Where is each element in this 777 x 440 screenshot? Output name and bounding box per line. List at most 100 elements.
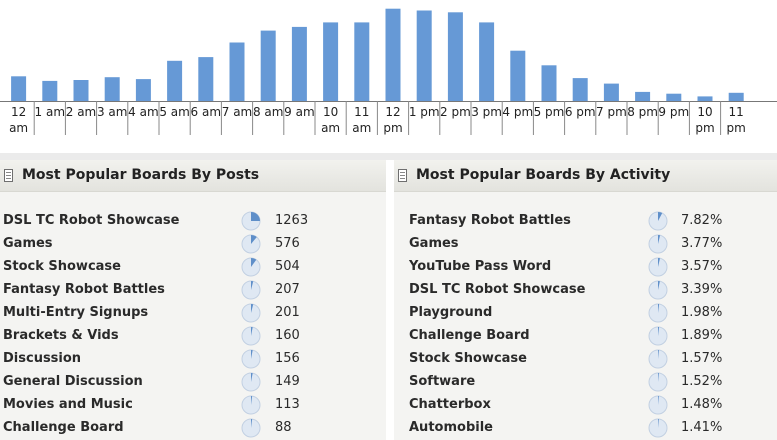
- x-tick-label: pm: [695, 121, 714, 135]
- share-pie-icon: [241, 257, 261, 277]
- board-name-link[interactable]: General Discussion: [3, 374, 143, 389]
- board-name-link[interactable]: Challenge Board: [3, 420, 124, 435]
- board-name-link[interactable]: YouTube Pass Word: [409, 259, 552, 274]
- board-name-link[interactable]: Fantasy Robot Battles: [3, 282, 165, 297]
- board-value: 3.77%: [681, 236, 723, 251]
- list-item: Stock Showcase 1.57%: [394, 347, 777, 370]
- x-tick-label: 4 pm: [502, 105, 533, 119]
- list-item: Movies and Music 113: [0, 393, 386, 416]
- board-name-link[interactable]: Stock Showcase: [409, 351, 527, 366]
- pie-slice: [251, 327, 253, 336]
- hour-bar: [11, 76, 27, 101]
- share-pie-icon: [241, 234, 261, 254]
- hour-bar: [728, 92, 744, 101]
- x-tick-label: 2 pm: [440, 105, 471, 119]
- x-tick-label: 11: [729, 105, 744, 119]
- list-item: General Discussion 149: [0, 370, 386, 393]
- board-name-link[interactable]: Games: [409, 236, 459, 251]
- board-value: 1.52%: [681, 374, 723, 389]
- x-tick-label: 4 am: [128, 105, 159, 119]
- board-name-link[interactable]: DSL TC Robot Showcase: [409, 282, 586, 297]
- list-item: DSL TC Robot Showcase 3.39%: [394, 278, 777, 301]
- board-name-link[interactable]: Playground: [409, 305, 493, 320]
- board-name-link[interactable]: Stock Showcase: [3, 259, 121, 274]
- boards-by-posts-header: Most Popular Boards By Posts: [0, 160, 386, 192]
- boards-by-posts-panel: Most Popular Boards By Posts DSL TC Robo…: [0, 160, 386, 440]
- board-value: 576: [275, 236, 300, 251]
- hour-bar: [229, 42, 245, 101]
- hour-bar: [260, 30, 276, 102]
- board-name-link[interactable]: Games: [3, 236, 53, 251]
- share-pie-icon: [241, 418, 261, 438]
- board-name-link[interactable]: Brackets & Vids: [3, 328, 119, 343]
- board-name-link[interactable]: Software: [409, 374, 476, 389]
- list-item: Stock Showcase 504: [0, 255, 386, 278]
- hour-bar: [73, 80, 89, 101]
- panel-title: Most Popular Boards By Activity: [416, 167, 671, 183]
- list-item: Playground 1.98%: [394, 301, 777, 324]
- x-tick-label: 12: [385, 105, 400, 119]
- board-name-link[interactable]: Fantasy Robot Battles: [409, 213, 571, 228]
- x-tick-label: am: [321, 121, 340, 135]
- document-icon: [4, 169, 13, 182]
- pie-slice: [251, 373, 253, 382]
- x-tick-label: 10: [697, 105, 712, 119]
- share-pie-icon: [648, 418, 668, 438]
- board-name-link[interactable]: Chatterbox: [409, 397, 491, 412]
- board-value: 113: [275, 397, 300, 412]
- boards-by-posts-list: DSL TC Robot Showcase 1263 Games 576 Stock S…: [0, 209, 386, 439]
- board-value: 1.57%: [681, 351, 723, 366]
- board-value: 207: [275, 282, 300, 297]
- board-value: 88: [275, 420, 292, 435]
- share-pie-icon: [648, 326, 668, 346]
- hour-bar: [479, 22, 495, 101]
- hour-bar: [135, 79, 151, 101]
- board-name-link[interactable]: Movies and Music: [3, 397, 133, 412]
- x-tick-label: 7 am: [222, 105, 253, 119]
- share-pie-icon: [648, 372, 668, 392]
- share-pie-icon: [648, 211, 668, 231]
- share-pie-icon: [241, 280, 261, 300]
- pie-slice: [658, 326, 660, 336]
- board-name-link[interactable]: Challenge Board: [409, 328, 530, 343]
- x-tick-label: 7 pm: [596, 105, 627, 119]
- x-tick-label: 12: [11, 105, 26, 119]
- hour-bar: [198, 57, 214, 101]
- list-item: YouTube Pass Word 3.57%: [394, 255, 777, 278]
- hour-bar: [603, 83, 619, 101]
- share-pie-icon: [241, 211, 261, 231]
- pie-slice: [658, 235, 661, 244]
- board-value: 7.82%: [681, 213, 723, 228]
- list-item: Multi-Entry Signups 201: [0, 301, 386, 324]
- pie-slice: [251, 350, 253, 359]
- board-value: 156: [275, 351, 300, 366]
- x-tick-label: am: [9, 121, 28, 135]
- share-pie-icon: [648, 303, 668, 323]
- x-tick-label: 3 pm: [471, 105, 502, 119]
- board-value: 504: [275, 259, 300, 274]
- pie-slice: [658, 349, 659, 359]
- board-name-link[interactable]: Discussion: [3, 351, 82, 366]
- share-pie-icon: [648, 349, 668, 369]
- x-tick-label: 5 pm: [534, 105, 565, 119]
- board-name-link[interactable]: DSL TC Robot Showcase: [3, 213, 180, 228]
- hour-bar: [697, 96, 713, 101]
- hour-bar: [635, 91, 651, 101]
- board-value: 3.57%: [681, 259, 723, 274]
- x-tick-label: 9 am: [284, 105, 315, 119]
- board-name-link[interactable]: Multi-Entry Signups: [3, 305, 149, 320]
- hour-bar: [447, 12, 463, 101]
- boards-by-activity-header: Most Popular Boards By Activity: [394, 160, 777, 192]
- x-tick-label: 1 pm: [409, 105, 440, 119]
- hour-bar: [510, 50, 526, 101]
- hour-bar: [323, 22, 339, 101]
- x-tick-label: 8 pm: [627, 105, 658, 119]
- hour-bar: [416, 10, 432, 101]
- share-pie-icon: [241, 395, 261, 415]
- board-value: 1.41%: [681, 420, 723, 435]
- list-item: Challenge Board 1.89%: [394, 324, 777, 347]
- board-name-link[interactable]: Automobile: [409, 420, 493, 435]
- list-item: Discussion 156: [0, 347, 386, 370]
- share-pie-icon: [648, 234, 668, 254]
- list-item: Fantasy Robot Battles 207: [0, 278, 386, 301]
